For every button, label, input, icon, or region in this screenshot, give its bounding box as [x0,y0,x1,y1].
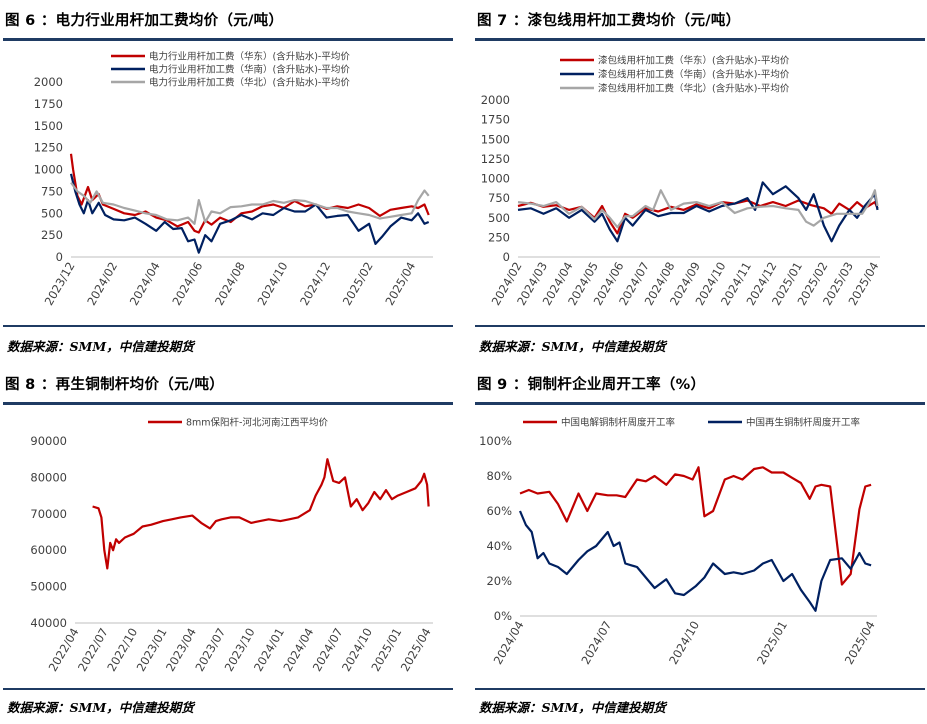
series-line [517,181,879,243]
y-tick-label: 0 [56,250,63,264]
y-tick-label: 80000 [30,470,67,484]
y-tick-label: 1750 [481,113,510,127]
y-tick-label: 500 [488,211,510,225]
x-tick-label: 2024/02 [84,260,120,308]
y-tick-label: 750 [41,184,63,198]
chart-title: 图 9 ：铜制杆企业周开工率（%） [477,377,706,393]
x-tick-label: 2024/04 [127,260,163,308]
divider [475,38,925,41]
series-line [519,466,872,586]
chart-title: 图 6 ：电力行业用杆加工费均价（元/吨） [5,13,284,29]
series-line [92,458,430,570]
source-note: 数据来源：SMM，中信建投期货 [479,700,666,715]
y-tick-label: 1000 [34,163,63,177]
legend-label: 漆包线用杆加工费（华南）(含升贴水)-平均价 [598,69,790,81]
x-tick-label: 2024/10 [666,619,702,667]
chart-title: 图 7 ：漆包线用杆加工费均价（元/吨） [477,13,741,29]
y-tick-label: 80% [486,469,512,483]
legend-label: 中国再生铜制杆周度开工率 [746,417,861,429]
chart-panel-8: 图 8 ：再生铜制杆均价（元/吨） 90000 80000 70000 60000 50… [3,364,453,719]
x-tick-label: 2023/12 [42,260,78,308]
chart-title: 图 8 ：再生铜制杆均价（元/吨） [5,377,225,393]
source-note: 数据来源：SMM，中信建投期货 [479,339,666,354]
y-tick-label: 500 [41,206,63,220]
y-tick-label: 1250 [481,152,510,166]
y-tick-label: 100% [479,434,512,448]
y-tick-label: 90000 [30,434,67,448]
y-tick-label: 60000 [30,543,67,557]
x-tick-label: 2025/04 [842,619,878,667]
line-chart: 100% 80% 60% 40% 20% 0%2024/04 2024/07 2024/10 2… [479,417,878,667]
legend-label: 8mm保阳杆-河北河南江西平均价 [186,417,328,429]
y-tick-label: 1000 [481,172,510,186]
divider [3,325,453,327]
divider [475,402,925,405]
y-tick-label: 0% [494,609,512,623]
x-tick-label: 2025/01 [754,619,790,667]
y-tick-label: 40000 [30,616,67,630]
y-tick-label: 1750 [34,97,63,111]
x-tick-label: 2025/04 [382,260,418,308]
y-tick-label: 20% [486,574,512,588]
divider [3,688,453,690]
line-chart: 9000080000700006000050000400002022/04202… [30,417,433,674]
divider [475,325,925,327]
source-note: 数据来源：SMM，中信建投期货 [7,339,194,354]
chart-panel-6: 图 6 ：电力行业用杆加工费均价（元/吨） 2000 1750 1500 1250 10… [3,0,453,355]
x-tick-label: 2024/10 [255,260,291,308]
legend-label: 漆包线用杆加工费（华北）(含升贴水)-平均价 [598,83,790,95]
y-tick-label: 70000 [30,507,67,521]
y-tick-label: 0 [503,250,510,264]
y-tick-label: 250 [488,230,510,244]
x-tick-label: 2024/04 [491,619,527,667]
chart-panel-9: 图 9 ：铜制杆企业周开工率（%） 100% 80% 60% 40% 20% 0% 2024… [475,364,925,719]
source-note: 数据来源：SMM，中信建投期货 [7,700,194,715]
line-chart: 2000175015001250100075050025002024/02202… [481,55,882,308]
y-tick-label: 1500 [481,132,510,146]
x-tick-label: 2024/06 [169,260,205,308]
legend-label: 漆包线用杆加工费（华东）(含升贴水)-平均价 [598,55,790,67]
legend-label: 中国电解铜制杆周度开工率 [561,417,676,429]
series-line [517,189,879,229]
divider [3,402,453,405]
legend-label: 电力行业用杆加工费（华南）(含升贴水)-平均价 [149,64,350,76]
y-tick-label: 2000 [481,93,510,107]
legend-label: 电力行业用杆加工费（华北）(含升贴水)-平均价 [149,77,350,89]
x-tick-label: 2024/08 [212,260,248,308]
divider [475,688,925,690]
series-line [69,173,430,254]
y-tick-label: 2000 [34,75,63,89]
y-tick-label: 50000 [30,580,67,594]
series-line [518,510,872,612]
y-tick-label: 750 [488,191,510,205]
x-tick-label: 2025/02 [340,260,376,308]
y-tick-label: 60% [486,504,512,518]
x-tick-label: 2024/12 [297,260,333,308]
y-tick-label: 40% [486,539,512,553]
series-line [70,181,430,225]
y-tick-label: 250 [41,228,63,242]
x-tick-label: 2024/07 [578,619,614,667]
y-tick-label: 1250 [34,141,63,155]
chart-panel-7: 图 7 ：漆包线用杆加工费均价（元/吨） 2000 1750 1500 1250 100… [475,0,925,355]
divider [3,38,453,41]
y-tick-label: 1500 [34,119,63,133]
legend-label: 电力行业用杆加工费（华东）(含升贴水)-平均价 [149,51,350,63]
